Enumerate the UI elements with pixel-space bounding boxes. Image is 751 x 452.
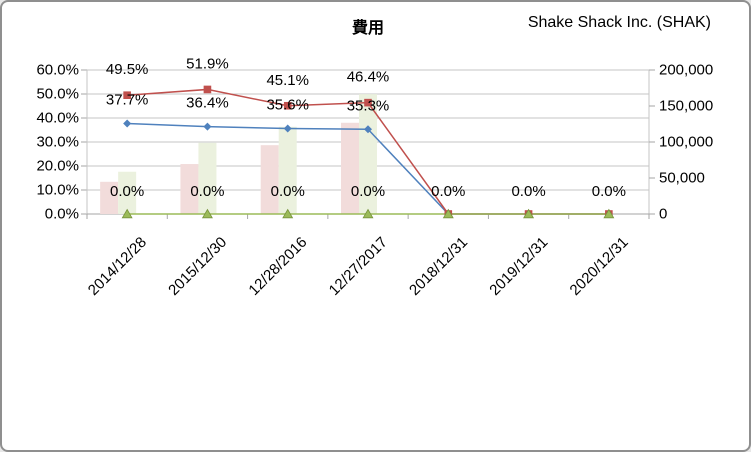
bar-cogs-1 (180, 164, 199, 214)
marker-sga-ratio-0 (123, 91, 131, 99)
data-label-rnd-ratio-6: 0.0% (592, 183, 626, 200)
category-label-0: 2014/12/28 (85, 234, 150, 299)
marker-rnd-ratio-3 (362, 208, 374, 219)
marker-cogs-ratio-3 (364, 125, 372, 134)
right-axis-tick-label: 200,000 (659, 62, 713, 79)
bar-cogs-3 (341, 122, 359, 214)
marker-cogs-ratio-2 (283, 124, 292, 133)
category-label-2: 12/28/2016 (245, 234, 310, 299)
left-axis-tick-label: 0.0% (45, 206, 79, 223)
bar-sga-3 (359, 94, 377, 214)
data-label-cogs-ratio-3: 35.3% (347, 97, 390, 114)
category-label-5: 2019/12/31 (486, 234, 551, 299)
data-label-rnd-ratio-0: 0.0% (110, 183, 144, 200)
bar-cogs-2 (260, 145, 279, 214)
right-axis-tick-label: 150,000 (659, 98, 713, 115)
right-axis-tick-label: 0 (659, 206, 667, 223)
data-label-sga-ratio-1: 51.9% (186, 55, 229, 72)
marker-rnd-ratio-4 (442, 208, 454, 219)
company-label: Shake Shack Inc. (SHAK) (527, 14, 711, 31)
bar-sga-0 (118, 171, 137, 214)
category-label-4: 2018/12/31 (406, 234, 471, 299)
data-label-sga-ratio-0: 49.5% (106, 61, 149, 78)
left-axis-tick-label: 40.0% (36, 110, 79, 127)
data-label-cogs-ratio-2: 35.6% (266, 97, 309, 114)
legend: 売上原価 一般管理費・販売費 研究開発 売上原価率 販管費率 R&D費率 (2, 332, 749, 450)
category-label-6: 2020/12/31 (567, 234, 632, 299)
marker-rnd-ratio-1 (201, 208, 213, 219)
marker-rnd-ratio-2 (282, 208, 294, 219)
data-label-rnd-ratio-4: 0.0% (431, 183, 465, 200)
data-label-sga-ratio-3: 46.4% (347, 69, 390, 86)
marker-sga-ratio-3 (364, 98, 372, 107)
left-axis-tick-label: 60.0% (36, 62, 79, 79)
marker-rnd-ratio-6 (603, 208, 615, 219)
data-label-cogs-ratio-1: 36.4% (186, 95, 229, 112)
marker-sga-ratio-1 (203, 85, 212, 94)
left-axis-tick-label: 20.0% (36, 158, 79, 175)
data-label-rnd-ratio-3: 0.0% (351, 183, 385, 200)
data-label-rnd-ratio-1: 0.0% (190, 183, 224, 200)
data-label-rnd-ratio-5: 0.0% (511, 183, 545, 200)
bar-sga-2 (278, 126, 297, 214)
category-label-1: 2015/12/30 (165, 234, 230, 299)
left-axis-tick-label: 50.0% (36, 86, 79, 103)
marker-rnd-ratio-0 (121, 208, 133, 219)
category-label-3: 12/27/2017 (326, 234, 391, 299)
marker-cogs-ratio-1 (203, 122, 212, 131)
left-axis-tick-label: 30.0% (36, 134, 79, 151)
marker-cogs-ratio-0 (123, 119, 132, 128)
right-axis-tick-label: 50,000 (659, 170, 705, 187)
data-label-rnd-ratio-2: 0.0% (271, 183, 305, 200)
bar-cogs-0 (100, 181, 119, 214)
bar-sga-1 (198, 142, 217, 214)
right-axis-tick-label: 100,000 (659, 134, 713, 151)
data-label-cogs-ratio-0: 37.7% (106, 92, 149, 109)
data-label-sga-ratio-2: 45.1% (266, 72, 309, 89)
chart-title: 費用 (351, 20, 384, 37)
plot-area[interactable]: 60.0% 50.0% 40.0% 30.0% 20.0% 10.0% 0.0% 200,00… (2, 2, 751, 332)
marker-sga-ratio-2 (283, 101, 292, 110)
marker-rnd-ratio-5 (523, 208, 535, 219)
left-axis-tick-label: 10.0% (36, 182, 79, 199)
